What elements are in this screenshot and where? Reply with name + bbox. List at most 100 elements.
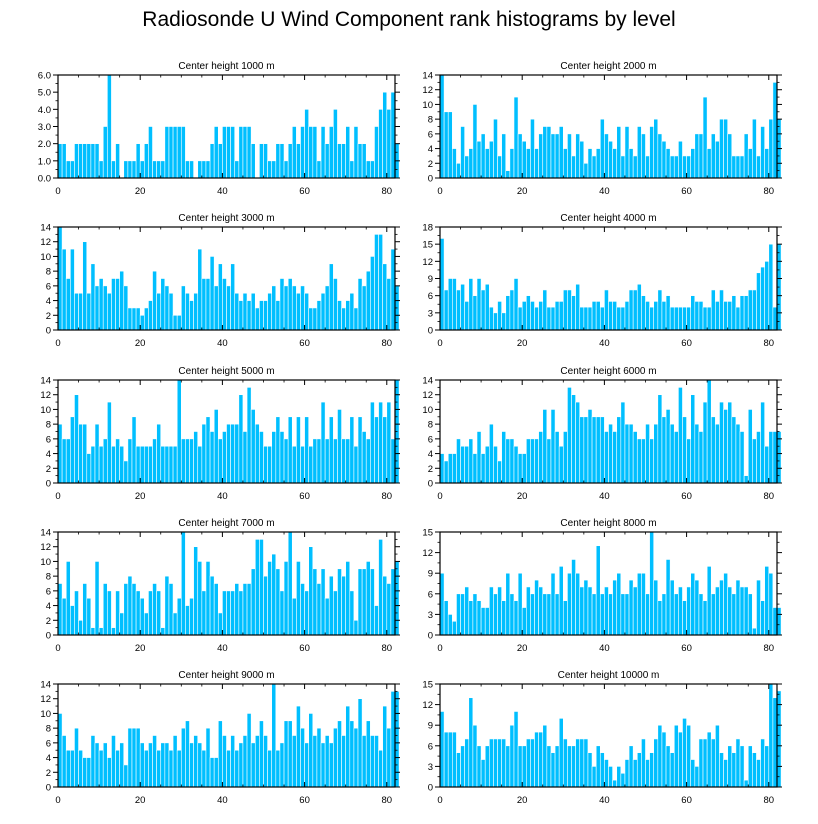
histogram-bar	[641, 738, 646, 788]
histogram-bar	[562, 148, 568, 179]
y-tick-label: 3.0	[38, 122, 51, 133]
histogram-panel-1: Center height 1000 m 0 20 40 60 80 0.0 1.0 2.0 3.…	[38, 61, 400, 197]
histogram-bar	[723, 118, 728, 179]
histogram-bar	[772, 82, 778, 179]
histogram-bar	[353, 619, 359, 636]
histogram-bar	[698, 593, 704, 636]
histogram-bar	[246, 300, 252, 331]
histogram-bar	[443, 111, 449, 179]
histogram-bar	[82, 423, 88, 484]
histogram-bar	[345, 126, 351, 179]
histogram-bar	[562, 431, 568, 484]
histogram-bar	[382, 705, 388, 788]
histogram-bar	[341, 575, 346, 636]
histogram-bar	[378, 539, 383, 636]
histogram-bar	[719, 752, 724, 788]
histogram-bar	[752, 438, 757, 484]
histogram-bar	[201, 590, 207, 636]
histogram-bar	[160, 160, 166, 179]
y-tick-label: 10	[422, 100, 433, 111]
histogram-bar	[300, 285, 305, 331]
histogram-bar	[719, 401, 724, 484]
histogram-bar	[259, 300, 264, 331]
histogram-bar	[308, 713, 314, 788]
x-tick-label: 40	[599, 186, 610, 197]
histogram-bar	[682, 718, 687, 788]
histogram-bar	[320, 742, 326, 788]
histogram-bar	[123, 460, 129, 484]
histogram-bar	[608, 140, 613, 179]
histogram-bar	[735, 155, 741, 179]
x-tick-label: 60	[299, 643, 310, 654]
histogram-bar	[156, 423, 162, 484]
histogram-bar	[542, 409, 548, 484]
histogram-bar	[98, 278, 104, 331]
histogram-bar	[386, 401, 392, 484]
histogram-bar	[616, 126, 622, 179]
histogram-bar	[772, 697, 778, 788]
histogram-bar	[234, 583, 240, 636]
histogram-bar	[90, 143, 96, 179]
histogram-bar	[505, 745, 511, 788]
histogram-bar	[636, 283, 642, 331]
histogram-bar	[747, 148, 753, 179]
histogram-bar	[710, 593, 716, 636]
histogram-bar	[156, 292, 162, 331]
y-tick-label: 0	[428, 479, 433, 490]
y-tick-label: 3	[428, 308, 433, 319]
histogram-bar	[111, 445, 116, 484]
histogram-bar	[259, 143, 264, 179]
histogram-bar	[357, 416, 363, 484]
y-tick-label: 9	[428, 569, 433, 580]
histogram-bar	[185, 292, 190, 331]
histogram-bar	[567, 289, 572, 331]
histogram-bar	[505, 438, 511, 484]
histogram-bar	[554, 593, 560, 636]
x-tick-label: 60	[299, 491, 310, 502]
histogram-bar	[374, 735, 379, 788]
histogram-bar	[521, 301, 527, 331]
histogram-bar	[747, 593, 753, 636]
histogram-bar	[353, 126, 359, 179]
histogram-bar	[259, 431, 264, 484]
histogram-bar	[472, 295, 478, 331]
histogram-bar	[160, 278, 166, 331]
histogram-bar	[710, 416, 716, 484]
histogram-bar	[333, 590, 338, 636]
histogram-bar	[673, 155, 679, 179]
histogram-bar	[144, 749, 149, 788]
histogram-bar	[341, 735, 346, 788]
y-tick-label: 14	[422, 376, 433, 387]
histogram-bar	[702, 306, 708, 331]
histogram-bar	[632, 431, 638, 484]
histogram-bar	[316, 438, 322, 484]
x-tick-label: 80	[381, 338, 392, 349]
histogram-bar	[390, 691, 396, 788]
histogram-bar	[645, 759, 650, 788]
y-tick-label: 4	[428, 144, 433, 155]
histogram-bar	[460, 445, 465, 484]
histogram-bar	[546, 593, 552, 636]
histogram-bar	[82, 241, 88, 331]
histogram-bar	[439, 572, 445, 636]
histogram-bar	[193, 546, 199, 636]
histogram-bar	[735, 579, 741, 636]
histogram-bar	[447, 278, 453, 331]
histogram-bar	[620, 593, 626, 636]
histogram-bar	[764, 745, 770, 788]
histogram-bar	[460, 283, 465, 331]
y-tick-label: 8	[428, 115, 433, 126]
histogram-bar	[82, 757, 88, 788]
histogram-bar	[275, 416, 281, 484]
y-tick-label: 12	[422, 257, 433, 268]
x-tick-label: 60	[681, 795, 692, 806]
histogram-bar	[131, 160, 137, 179]
histogram-bar	[308, 445, 314, 484]
histogram-bar	[254, 539, 260, 636]
histogram-bar	[189, 438, 194, 484]
histogram-bar	[213, 409, 219, 484]
histogram-bar	[115, 438, 120, 484]
y-tick-label: 2.0	[38, 139, 51, 150]
histogram-bar	[678, 140, 683, 179]
histogram-bar	[768, 683, 774, 788]
